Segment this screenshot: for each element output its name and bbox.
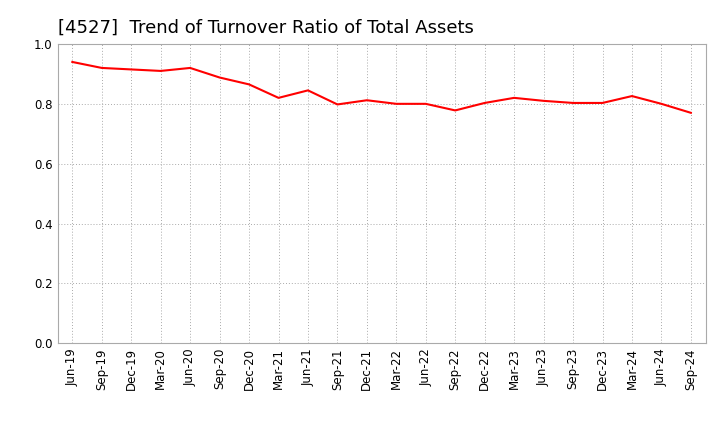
Text: [4527]  Trend of Turnover Ratio of Total Assets: [4527] Trend of Turnover Ratio of Total … [58,19,474,37]
